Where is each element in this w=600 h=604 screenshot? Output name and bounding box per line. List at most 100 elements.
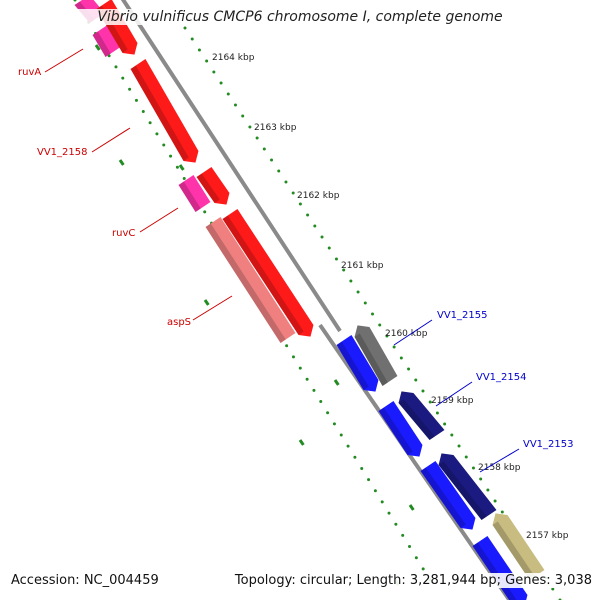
gene-VV1_2158-body[interactable] <box>130 58 199 163</box>
tick-mark <box>203 299 210 306</box>
gene-label-aspS: aspS <box>167 317 191 328</box>
inner-dot-ring <box>155 132 159 136</box>
outer-dot-ring <box>371 312 374 316</box>
gene-ruvC-arrow-body[interactable] <box>196 166 230 205</box>
gene-VV1_2154-arrow-body[interactable] <box>378 400 423 457</box>
outer-dot-ring <box>486 488 490 492</box>
inner-dot-ring <box>162 143 166 147</box>
gene-ruvA-tail[interactable] <box>92 24 121 58</box>
gene-aspS-body[interactable] <box>205 216 296 344</box>
outer-dot-ring <box>443 422 447 426</box>
tick-mark <box>298 439 305 446</box>
gene-VV1_2155-body[interactable] <box>354 325 398 387</box>
tick-label-5: 2159 kbp <box>431 396 474 406</box>
outer-dot-ring <box>219 81 223 85</box>
gene-VV1_2155-arrow[interactable] <box>336 334 379 392</box>
gene-VV1_2158[interactable] <box>130 58 199 163</box>
inner-dot-ring <box>339 433 343 437</box>
outer-dot-ring <box>298 202 302 206</box>
gene-ruvC[interactable] <box>178 174 211 213</box>
inner-dot-ring <box>203 210 207 214</box>
label-layer: 2164 kbp 2163 kbp 2162 kbp 2161 kbp 2160 kbp… <box>18 48 574 541</box>
gene-VV1_2153-arrow-body[interactable] <box>420 460 476 530</box>
gene-VV1_2154[interactable] <box>398 391 445 441</box>
inner-dot-ring <box>312 388 316 392</box>
gene-ruvC-shade <box>178 181 201 213</box>
gene-aspS-shade <box>205 223 286 344</box>
tick-label-2: 2162 kbp <box>297 191 340 201</box>
tick-label-4: 2160 kbp <box>385 329 428 339</box>
outer-dot-ring <box>190 37 194 41</box>
outer-dot-ring <box>464 455 468 459</box>
inner-dot-ring <box>401 533 405 537</box>
tick-mark <box>94 44 101 51</box>
outer-dot-ring <box>500 510 504 514</box>
gene-VV1_2155-arrow-body[interactable] <box>336 334 379 392</box>
tick-label-1: 2163 kbp <box>254 123 297 133</box>
gene-aspS-arrow-shade <box>222 215 304 336</box>
gene-aspS-arrow[interactable] <box>222 208 314 337</box>
leader-line <box>139 207 179 233</box>
outer-dot-ring <box>197 48 201 52</box>
inner-dot-ring <box>175 165 179 169</box>
gene-aspS-arrow-body[interactable] <box>222 208 314 337</box>
gene-ruvA-tail-body[interactable] <box>92 24 121 58</box>
gene-ruvA-tail-shade <box>92 31 111 58</box>
inner-dot-ring <box>169 154 173 158</box>
tick-label-3: 2161 kbp <box>341 261 384 271</box>
leader-line <box>44 48 84 73</box>
gene-VV1_2155-arrow-shade <box>336 341 369 391</box>
outer-dot-ring <box>334 257 338 261</box>
gene-aspS[interactable] <box>205 216 296 344</box>
gene-khaki-shade <box>492 521 535 581</box>
inner-dot-ring <box>408 545 412 549</box>
gene-VV1_2153-shade <box>438 461 487 521</box>
feature-track[interactable] <box>74 0 545 604</box>
outer-dot-ring <box>248 125 252 129</box>
inner-dot-ring <box>326 411 330 415</box>
gene-khaki[interactable] <box>492 513 545 581</box>
outer-dot-ring <box>255 136 259 140</box>
gene-ruvC-arrow[interactable] <box>196 166 230 205</box>
outer-dot-ring <box>493 499 497 503</box>
outer-dot-ring <box>428 400 432 404</box>
gene-label-VV1_2155: VV1_2155 <box>437 310 488 321</box>
inner-dot-ring <box>367 478 371 482</box>
gene-VV1_2154-arrow[interactable] <box>378 400 423 457</box>
gene-VV1_2153-arrow-shade <box>420 467 466 529</box>
backbone-segment <box>120 0 342 333</box>
inner-dot-ring <box>182 176 186 180</box>
gene-label-VV1_2153: VV1_2153 <box>523 439 574 450</box>
outer-dot-ring <box>270 158 274 162</box>
outer-dot-ring <box>205 59 209 63</box>
gene-VV1_2153[interactable] <box>438 453 497 521</box>
outer-dot-ring <box>378 323 382 327</box>
inner-dot-ring <box>291 355 295 359</box>
outer-dot-ring <box>327 246 331 250</box>
inner-dot-ring <box>285 344 289 348</box>
tick-mark <box>333 379 340 386</box>
gene-ruvC-body[interactable] <box>178 174 211 213</box>
outer-dot-ring <box>306 213 310 217</box>
tick-mark <box>408 504 415 511</box>
outer-dot-ring <box>414 378 418 382</box>
outer-dot-ring <box>363 301 367 305</box>
inner-dot-ring <box>353 455 357 459</box>
genome-summary-text: Topology: circular; Length: 3,281,944 bp… <box>232 573 594 588</box>
outer-dot-ring <box>320 235 324 239</box>
inner-dot-ring <box>332 422 336 426</box>
gene-khaki-body[interactable] <box>492 513 545 581</box>
gene-VV1_2153-body[interactable] <box>438 453 497 521</box>
outer-dot-ring <box>349 279 353 283</box>
outer-dot-ring <box>435 411 439 415</box>
outer-dot-ring <box>450 433 454 437</box>
gene-VV1_2155[interactable] <box>354 325 398 387</box>
gene-VV1_2154-body[interactable] <box>398 391 445 441</box>
gene-VV1_2154-arrow-shade <box>378 407 413 456</box>
outer-dot-ring <box>226 92 230 96</box>
inner-dot-ring <box>73 0 77 2</box>
inner-dot-ring <box>128 87 132 91</box>
gene-VV1_2153-arrow[interactable] <box>420 460 476 530</box>
